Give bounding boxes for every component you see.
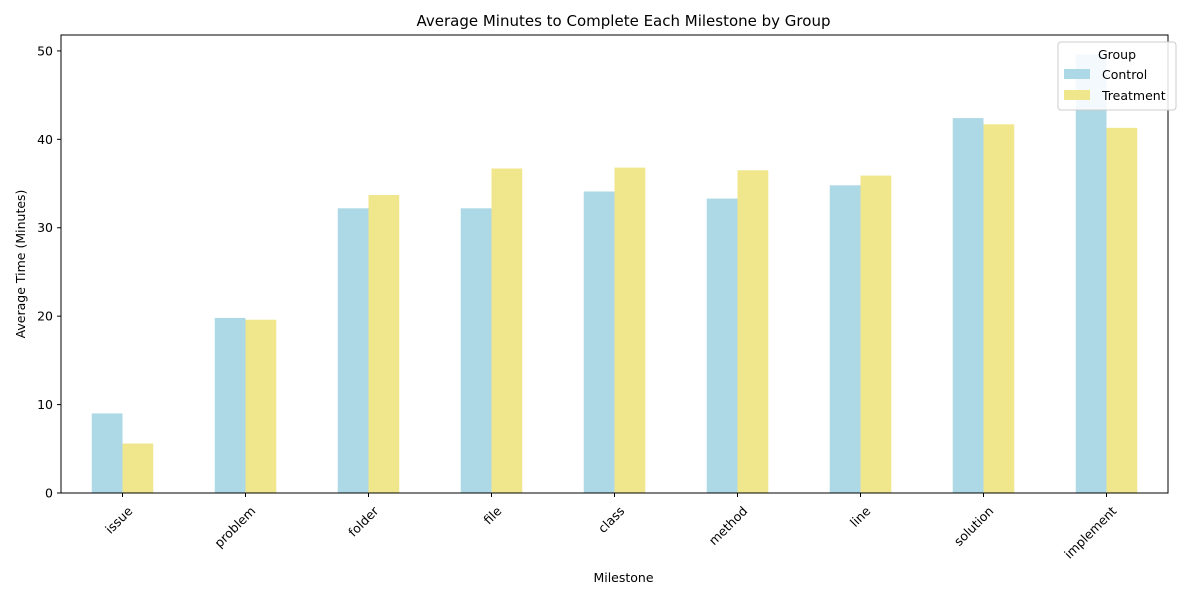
bar-control-solution [952, 118, 984, 493]
x-tick-label-method: method [706, 503, 751, 548]
bar-treatment-file [491, 168, 523, 494]
x-tick-label-line: line [847, 503, 874, 530]
legend-label-treatment: Treatment [1101, 88, 1166, 103]
x-tick-label-folder: folder [345, 503, 382, 540]
bar-treatment-class [614, 167, 646, 493]
y-axis-label: Average Time (Minutes) [13, 190, 28, 339]
legend: Group Control Treatment [1057, 41, 1177, 111]
bar-treatment-implement [1106, 127, 1138, 494]
bar-control-method [706, 198, 738, 494]
bar-control-line [829, 185, 861, 493]
y-tick-label: 50 [37, 43, 53, 58]
x-tick-label-problem: problem [211, 503, 258, 550]
bar-treatment-problem [245, 319, 277, 493]
bar-control-issue [91, 413, 123, 493]
legend-swatch-treatment [1064, 90, 1090, 100]
bar-control-implement [1075, 54, 1107, 494]
bar-control-class [583, 191, 615, 494]
x-tick-label-class: class [595, 503, 628, 536]
bar-treatment-folder [368, 195, 400, 494]
x-axis-label: Milestone [593, 570, 653, 585]
bar-control-problem [214, 317, 246, 493]
legend-label-control: Control [1102, 67, 1147, 82]
bar-treatment-issue [122, 443, 154, 493]
y-tick-label: 10 [37, 397, 53, 412]
bar-treatment-line [860, 175, 892, 493]
legend-swatch-control [1064, 69, 1090, 79]
x-tick-label-solution: solution [951, 503, 997, 549]
x-tick-label-file: file [480, 503, 504, 527]
bar-treatment-method [737, 170, 769, 493]
bar-control-file [460, 208, 492, 493]
legend-title: Group [1098, 47, 1136, 62]
y-tick-label: 0 [45, 486, 53, 501]
y-tick-label: 20 [37, 309, 53, 324]
y-tick-label: 30 [37, 220, 53, 235]
chart-title: Average Minutes to Complete Each Milesto… [417, 12, 831, 30]
x-tick-label-issue: issue [102, 503, 136, 537]
bars-layer [91, 54, 1138, 494]
bar-treatment-solution [983, 124, 1015, 494]
y-tick-label: 40 [37, 132, 53, 147]
bar-control-folder [337, 208, 369, 493]
x-tick-label-implement: implement [1061, 503, 1119, 561]
